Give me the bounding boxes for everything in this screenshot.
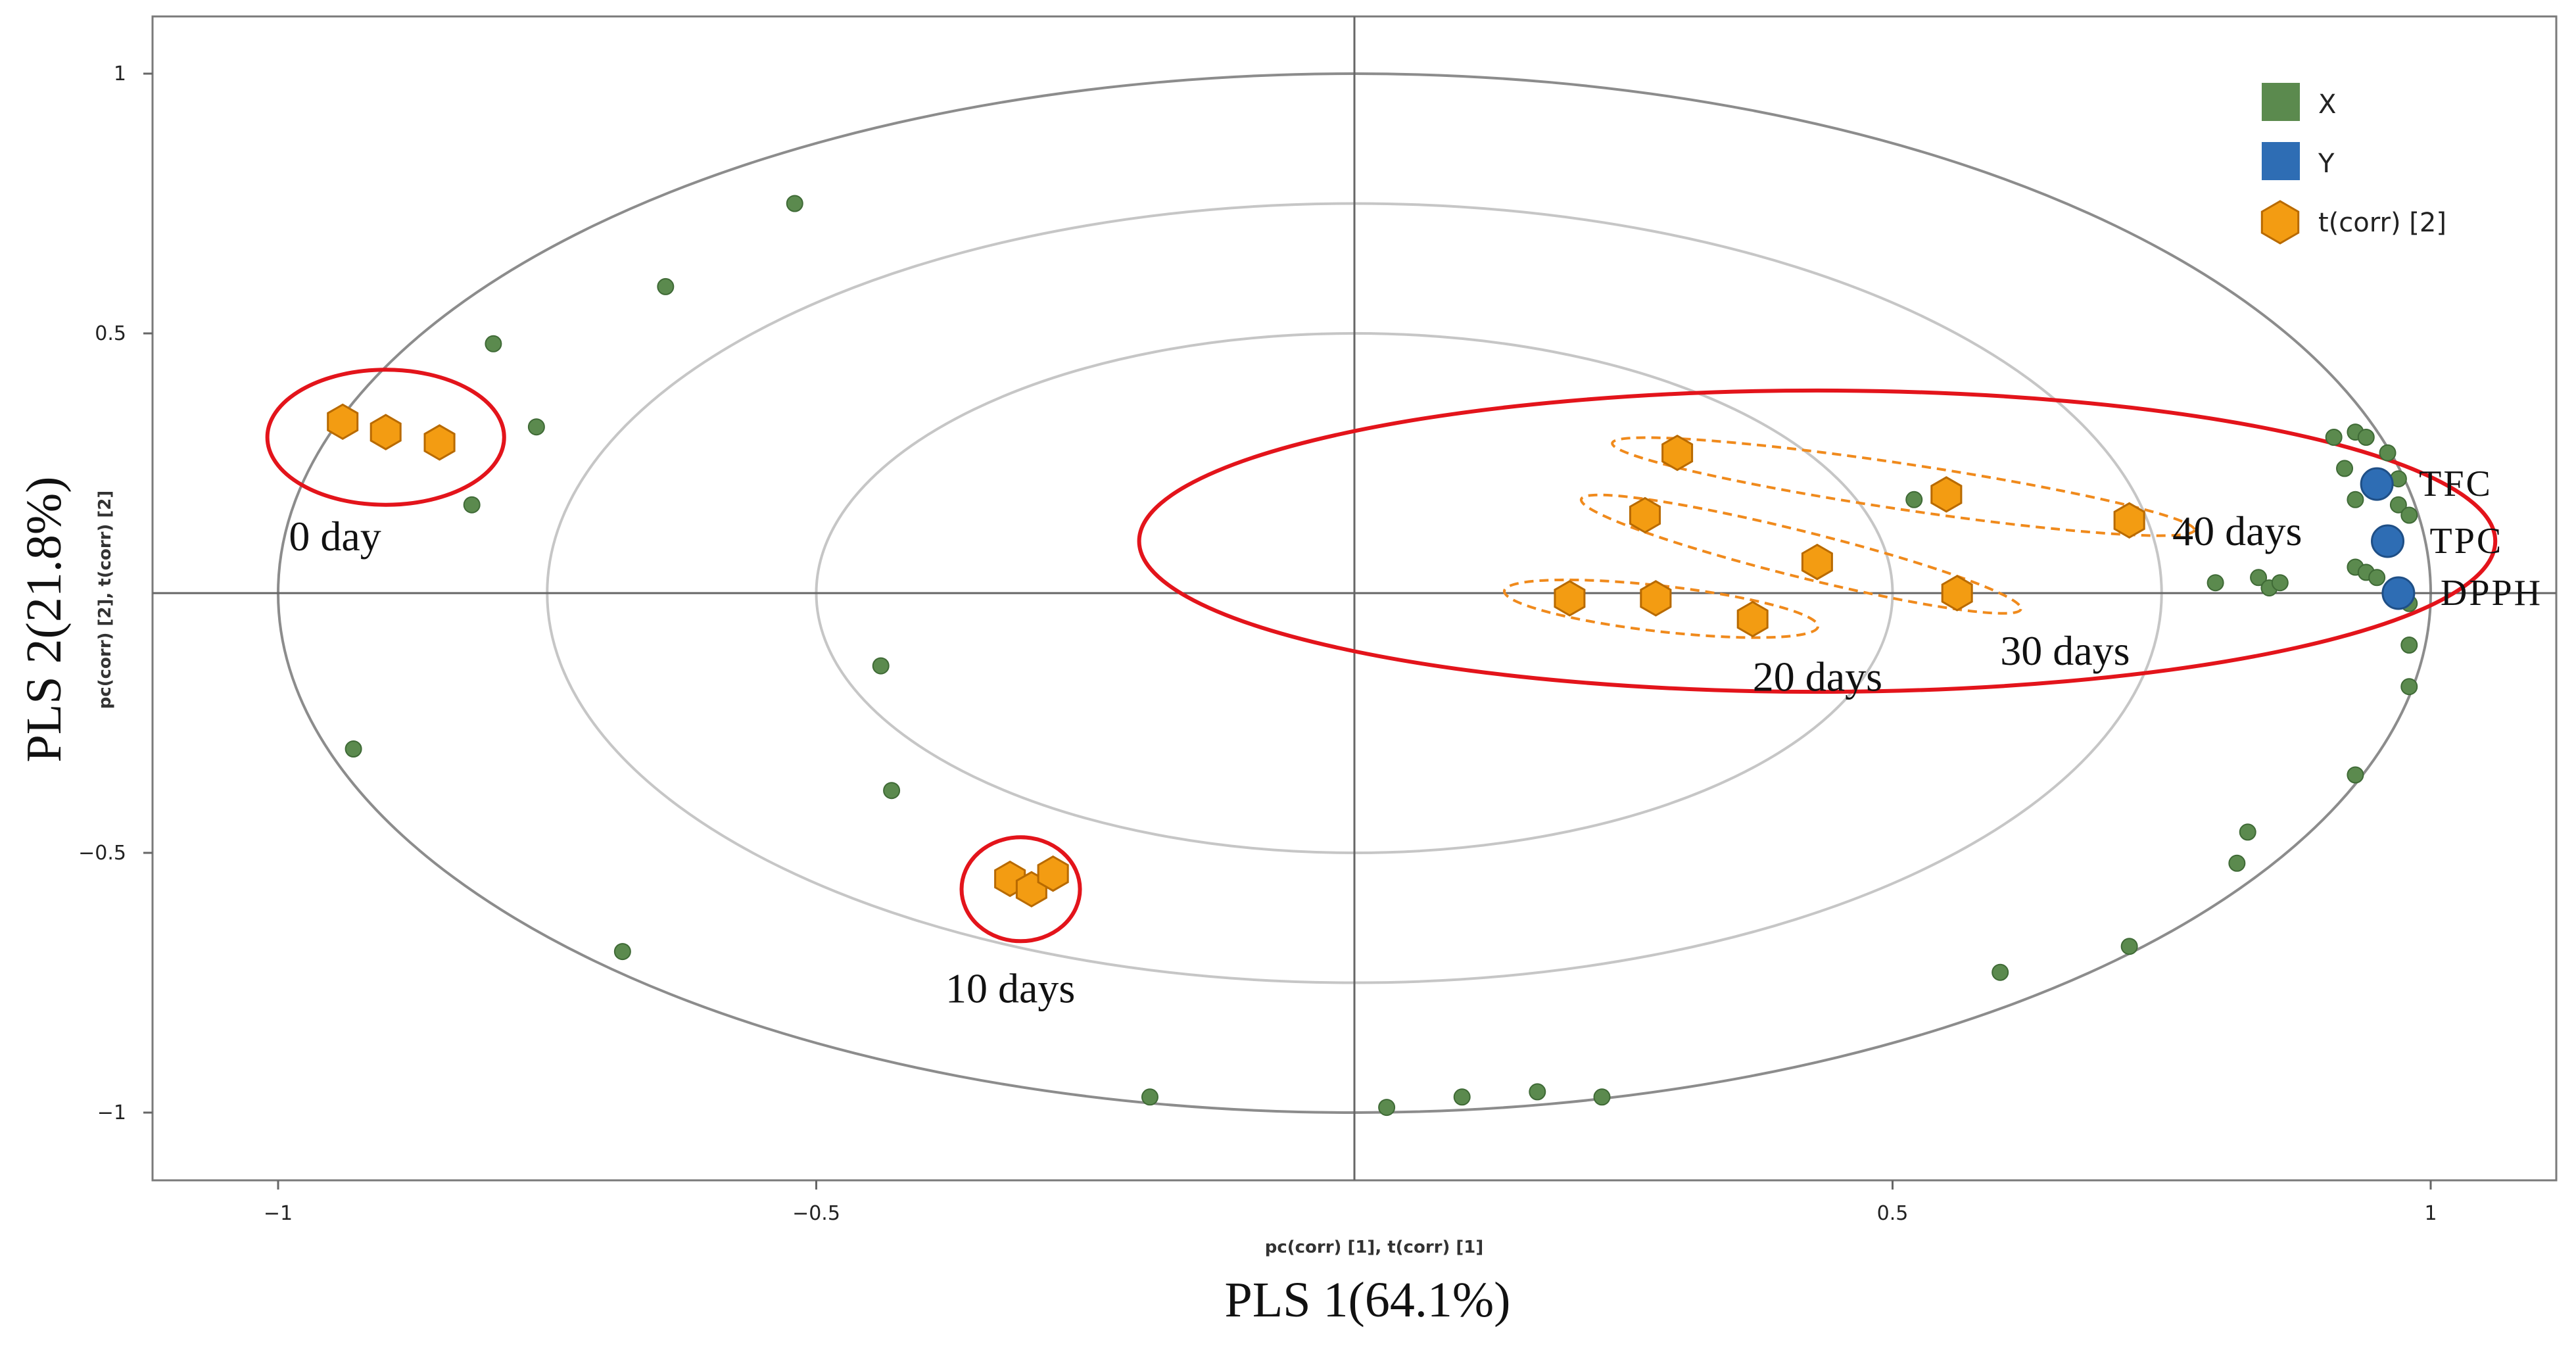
x-tick-label: −0.5 (792, 1202, 840, 1225)
x-variable-point (2368, 569, 2386, 587)
group-annotation: 40 days (2172, 508, 2302, 554)
group-annotation: 10 days (945, 965, 1075, 1011)
y-variable-label: TFC (2419, 464, 2493, 504)
group-annotation: 0 day (289, 513, 381, 560)
x-variable-point (345, 740, 362, 758)
x-variable-point (2228, 854, 2246, 872)
observation-point (1554, 580, 1586, 617)
y-variable-point (2371, 524, 2405, 558)
x-axis-sublabel: pc(corr) [1], t(corr) [1] (1265, 1238, 1484, 1257)
observation-point (2113, 502, 2145, 539)
x-variable-point (2379, 444, 2397, 462)
legend-label: Y (2318, 149, 2335, 179)
x-tick-label: 1 (2424, 1202, 2437, 1225)
observation-point (370, 414, 402, 450)
legend-swatch-t (2260, 200, 2300, 245)
group-annotation: 30 days (2000, 627, 2130, 674)
highlight-ellipse (1137, 388, 2498, 694)
x-variable-point (1141, 1088, 1158, 1106)
legend-label: t(corr) [2] (2318, 208, 2446, 238)
x-variable-point (2400, 637, 2418, 654)
x-variable-point (2325, 429, 2343, 446)
y-tick-label: −0.5 (78, 842, 126, 865)
x-tick-label: 0.5 (1877, 1202, 1909, 1225)
highlight-ellipse (959, 835, 1082, 944)
x-variable-point (2357, 429, 2375, 446)
observation-point (1037, 855, 1069, 892)
observation-point (1930, 476, 1963, 513)
group-dashed-ellipse (1579, 493, 2022, 615)
observation-point (1640, 580, 1672, 617)
highlight-ellipse (265, 368, 506, 507)
observation-point (327, 403, 359, 441)
x-variable-point (2120, 938, 2138, 955)
group-annotation: 20 days (1753, 653, 1882, 700)
y-variable-point (2360, 467, 2394, 501)
x-variable-point (1992, 963, 2009, 981)
y-axis-title: PLS 2(21.8%) (16, 477, 72, 763)
x-variable-point (1378, 1099, 1396, 1117)
y-tick-label: −1 (97, 1101, 126, 1124)
data-points: TFC TPC DPPH 0 day 10 days 20 days 30 days 40 d… (289, 195, 2542, 1117)
x-variable-point (2400, 506, 2418, 524)
x-variable-point (2400, 678, 2418, 696)
x-variable-point (2347, 766, 2364, 784)
observation-point (1736, 600, 1769, 638)
legend: XYt(corr) [2] (2260, 83, 2446, 245)
y-tick-label: 0.5 (95, 322, 126, 345)
legend-label: X (2318, 89, 2336, 120)
x-tick-label: −1 (264, 1202, 293, 1225)
y-axis-sublabel: pc(corr) [2], t(corr) [2] (95, 491, 115, 710)
observation-point (1941, 575, 1973, 612)
x-variable-point (2239, 823, 2256, 841)
x-variable-point (1529, 1083, 1546, 1101)
observation-point (1661, 434, 1694, 471)
observation-point (423, 424, 456, 461)
x-variable-point (1905, 491, 1923, 508)
x-variable-point (2347, 491, 2364, 508)
x-variable-point (2271, 574, 2289, 592)
x-variable-point (872, 657, 890, 675)
group-dashed-ellipse (1611, 436, 2196, 537)
legend-swatch-y (2262, 142, 2300, 180)
x-variable-point (1593, 1088, 1611, 1106)
tick-labels: −1 −0.5 0.5 1 1 0.5 −0.5 −1 (78, 62, 2437, 1225)
x-axis-title: PLS 1(64.1%) (1225, 1272, 1511, 1328)
y-variable-point (2381, 576, 2416, 610)
x-variable-point (485, 335, 502, 352)
group-highlights (265, 368, 2498, 944)
y-variable-label: DPPH (2441, 573, 2542, 614)
x-variable-point (883, 782, 901, 800)
observation-point (1801, 543, 1833, 581)
x-variable-point (786, 195, 803, 212)
x-variable-point (613, 943, 631, 961)
x-variable-point (527, 418, 545, 436)
zero-axes (153, 16, 2556, 1180)
y-variable-label: TPC (2430, 521, 2504, 562)
x-variable-point (1453, 1088, 1471, 1106)
x-variable-point (2389, 496, 2407, 514)
y-tick-label: 1 (114, 62, 126, 85)
x-variable-point (2206, 574, 2224, 592)
legend-swatch-x (2262, 83, 2300, 121)
x-variable-point (463, 496, 481, 514)
x-variable-point (2336, 460, 2354, 477)
x-variable-point (657, 277, 675, 295)
observation-point (1629, 496, 1661, 534)
x-variable-point (2250, 569, 2268, 587)
